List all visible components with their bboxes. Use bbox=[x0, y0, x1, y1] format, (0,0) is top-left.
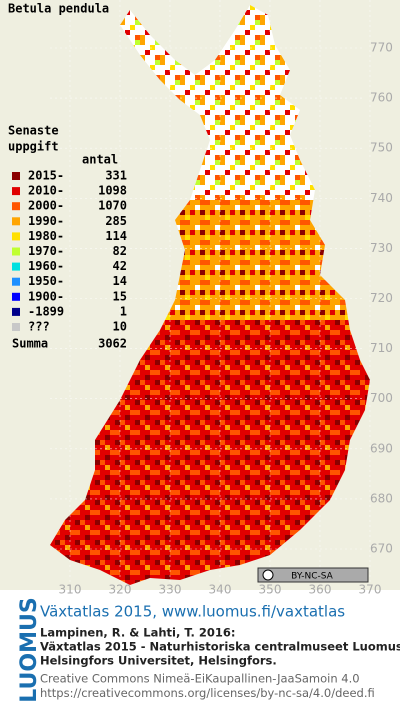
legend-label: 2000- bbox=[28, 199, 64, 213]
citation-line: Växtatlas 2015 - Naturhistoriska central… bbox=[40, 640, 400, 654]
citation-line: Lampinen, R. & Lahti, T. 2016: bbox=[40, 626, 235, 640]
legend-count: 42 bbox=[113, 259, 127, 273]
legend-count: 285 bbox=[105, 214, 127, 228]
legend-label: 1980- bbox=[28, 229, 64, 243]
total-label: Summa bbox=[12, 337, 48, 351]
y-axis-label: 750 bbox=[370, 141, 393, 155]
legend-swatch bbox=[12, 172, 20, 180]
legend-swatch bbox=[12, 202, 20, 211]
legend-swatch bbox=[12, 277, 20, 286]
y-axis-label: 690 bbox=[370, 441, 393, 455]
legend-label: 1960- bbox=[28, 259, 64, 273]
footer-heading: Växtatlas 2015, www.luomus.fi/vaxtatlas bbox=[40, 603, 345, 621]
legend-swatch bbox=[12, 247, 20, 256]
legend-count: 114 bbox=[105, 229, 127, 243]
x-axis-label: 310 bbox=[59, 583, 82, 597]
x-axis-label: 360 bbox=[309, 583, 332, 597]
legend-count: 331 bbox=[105, 169, 127, 183]
citation-line: Helsingfors Universitet, Helsingfors. bbox=[40, 654, 277, 668]
total-count: 3062 bbox=[98, 337, 127, 351]
legend-count: 15 bbox=[113, 289, 127, 303]
y-axis-label: 760 bbox=[370, 91, 393, 105]
legend-heading: Senaste bbox=[8, 124, 59, 138]
logo: LUOMUS bbox=[17, 597, 42, 702]
license-badge: BY-NC-SA bbox=[257, 567, 369, 583]
legend-swatch bbox=[12, 292, 20, 301]
y-axis-label: 730 bbox=[370, 241, 393, 255]
legend-label: 2015- bbox=[28, 169, 64, 183]
legend-heading: uppgift bbox=[8, 140, 59, 154]
x-axis-label: 330 bbox=[159, 583, 182, 597]
legend-swatch bbox=[12, 187, 20, 196]
y-axis-label: 720 bbox=[370, 291, 393, 305]
legend-count: 1 bbox=[120, 304, 127, 318]
y-axis-label: 710 bbox=[370, 341, 393, 355]
legend-swatch bbox=[12, 217, 20, 226]
legend-swatch bbox=[12, 232, 20, 241]
legend-label: 1970- bbox=[28, 244, 64, 258]
x-axis-label: 320 bbox=[109, 583, 132, 597]
legend-swatch bbox=[12, 262, 20, 271]
legend-count-heading: antal bbox=[82, 153, 118, 167]
legend-label: 1950- bbox=[28, 274, 64, 288]
y-axis-label: 670 bbox=[370, 542, 393, 556]
legend-label: 1900- bbox=[28, 289, 64, 303]
y-axis-label: 680 bbox=[370, 491, 393, 505]
legend-count: 82 bbox=[113, 244, 127, 258]
y-axis-label: 740 bbox=[370, 191, 393, 205]
legend-swatch bbox=[12, 307, 20, 316]
legend-count: 1070 bbox=[98, 199, 127, 213]
x-axis-label: 340 bbox=[209, 583, 232, 597]
legend-count: 14 bbox=[113, 274, 127, 288]
license-line: https://creativecommons.org/licenses/by-… bbox=[40, 686, 375, 700]
x-axis-label: 370 bbox=[359, 583, 382, 597]
legend-label: 2010- bbox=[28, 184, 64, 198]
legend-count: 10 bbox=[113, 320, 127, 334]
license-badge-text: BY-NC-SA bbox=[291, 572, 334, 582]
legend-count: 1098 bbox=[98, 184, 127, 198]
legend-label: 1990- bbox=[28, 214, 64, 228]
map-title: Betula pendula bbox=[8, 2, 109, 16]
license-line: Creative Commons Nimeä-EiKaupallinen-Jaa… bbox=[40, 672, 360, 686]
y-axis-label: 700 bbox=[370, 391, 393, 405]
y-axis-label: 770 bbox=[370, 41, 393, 55]
legend-label: ??? bbox=[28, 320, 50, 334]
legend-swatch bbox=[12, 323, 20, 331]
x-axis-label: 350 bbox=[259, 583, 282, 597]
legend-label: -1899 bbox=[28, 304, 64, 318]
